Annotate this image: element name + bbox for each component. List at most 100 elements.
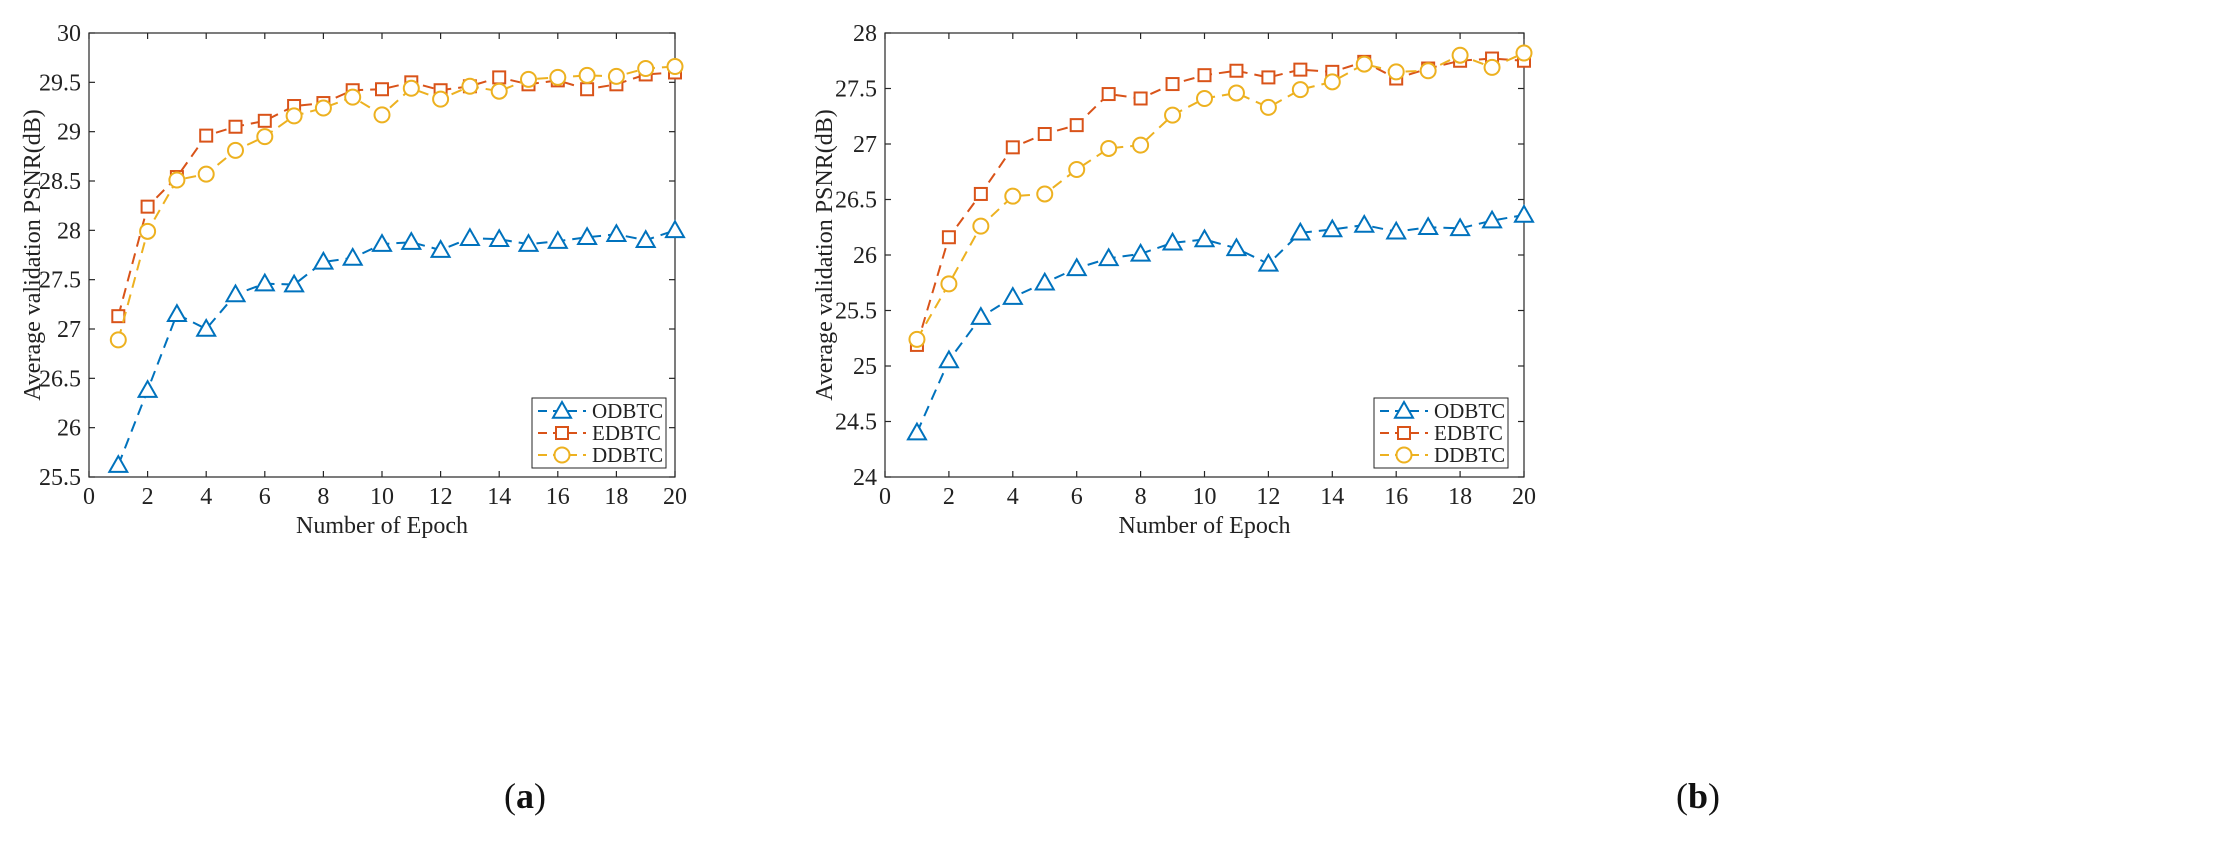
y-tick-label: 26.5 — [835, 188, 877, 214]
data-point-ddbtc — [1419, 62, 1437, 80]
data-point-edbtc — [1197, 68, 1212, 83]
y-tick-label: 28 — [853, 21, 877, 47]
data-point-edbtc — [228, 119, 243, 134]
data-point-edbtc — [257, 113, 272, 128]
x-tick-label: 16 — [546, 484, 570, 510]
data-point-ddbtc — [666, 58, 684, 76]
data-point-edbtc — [1069, 118, 1084, 133]
x-tick-label: 2 — [943, 484, 955, 510]
data-point-odbtc — [1321, 218, 1344, 238]
y-tick-label: 29.5 — [39, 70, 81, 96]
data-point-edbtc — [1101, 87, 1116, 102]
series-line-edbtc — [915, 57, 1525, 346]
x-tick-label: 8 — [1135, 484, 1147, 510]
data-point-odbtc — [400, 231, 423, 250]
data-point-odbtc — [576, 226, 598, 245]
y-tick-label: 26 — [57, 416, 81, 442]
data-point-ddbtc — [1515, 44, 1533, 62]
data-point-ddbtc — [344, 88, 362, 106]
x-tick-label: 16 — [1384, 484, 1408, 510]
chart-b: 0 2 4 6 8 10 12 14 16 18 202424.52525.52626.52727.… — [812, 21, 1536, 539]
data-point-odbtc — [517, 233, 540, 252]
data-point-edbtc — [492, 70, 507, 85]
legend-marker-odbtc — [551, 399, 573, 419]
y-tick-label: 25.5 — [835, 299, 877, 325]
data-point-ddbtc — [109, 331, 127, 349]
data-point-ddbtc — [520, 70, 537, 88]
data-point-ddbtc — [256, 128, 274, 146]
data-point-ddbtc — [549, 68, 567, 86]
data-point-odbtc — [371, 233, 393, 252]
x-tick-label: 4 — [1007, 484, 1019, 510]
y-tick-label: 26.5 — [39, 366, 81, 392]
y-tick-label: 24 — [853, 465, 877, 491]
data-point-ddbtc — [972, 217, 990, 235]
data-point-odbtc — [341, 246, 364, 266]
x-tick-label: 6 — [259, 484, 271, 510]
data-point-odbtc — [254, 272, 276, 292]
y-tick-label: 28 — [57, 218, 81, 244]
data-point-odbtc — [166, 303, 188, 322]
legend-label-edbtc: EDBTC — [1434, 421, 1503, 445]
x-tick-label: 20 — [1512, 484, 1536, 510]
data-point-edbtc — [941, 230, 956, 245]
data-point-odbtc — [1385, 220, 1407, 240]
data-point-odbtc — [547, 230, 569, 249]
data-point-edbtc — [111, 309, 126, 324]
y-tick-label: 28.5 — [39, 169, 81, 195]
x-tick-label: 18 — [1448, 484, 1472, 510]
x-axis-title: Number of Epoch — [1119, 513, 1291, 539]
data-point-odbtc — [605, 223, 628, 243]
data-point-ddbtc — [1004, 187, 1022, 205]
y-tick-label: 27.5 — [835, 77, 877, 103]
series-line-odbtc — [916, 214, 1525, 434]
y-tick-label: 29 — [57, 120, 81, 146]
data-point-odbtc — [1225, 237, 1248, 257]
x-tick-label: 20 — [663, 484, 687, 510]
x-tick-label: 14 — [487, 484, 511, 510]
y-axis-title: Average validation PSNR(dB) — [812, 109, 838, 401]
x-tick-label: 10 — [1193, 484, 1217, 510]
x-tick-label: 4 — [200, 484, 212, 510]
x-axis-title: Number of Epoch — [296, 513, 468, 539]
data-point-edbtc — [375, 82, 389, 97]
legend-marker-ddbtc — [1395, 446, 1413, 464]
data-point-ddbtc — [1259, 98, 1277, 116]
data-point-ddbtc — [432, 90, 450, 108]
data-point-odbtc — [634, 229, 657, 248]
legend-label-odbtc: ODBTC — [1434, 399, 1505, 423]
data-point-odbtc — [1481, 209, 1503, 229]
data-point-ddbtc — [139, 222, 157, 240]
data-point-odbtc — [1193, 228, 1216, 248]
data-point-odbtc — [1289, 221, 1312, 241]
data-point-edbtc — [1293, 62, 1308, 77]
x-tick-label: 14 — [1320, 484, 1344, 510]
caption-b-letter: b — [1688, 776, 1708, 816]
data-point-ddbtc — [578, 66, 596, 84]
data-point-odbtc — [1513, 204, 1535, 223]
data-point-odbtc — [1417, 216, 1439, 235]
data-point-ddbtc — [402, 79, 420, 97]
data-point-edbtc — [140, 199, 155, 214]
legend-label-ddbtc: DDBTC — [592, 443, 663, 467]
y-tick-label: 27.5 — [39, 268, 81, 294]
data-point-ddbtc — [1132, 136, 1150, 154]
data-point-ddbtc — [1036, 185, 1054, 203]
caption-a-letter: a — [516, 776, 534, 816]
data-point-ddbtc — [1164, 106, 1182, 124]
data-point-ddbtc — [168, 171, 186, 189]
data-point-ddbtc — [908, 330, 926, 348]
chart-a: 0 2 4 6 8 10 12 14 16 18 20 25.5 26 26.5 27 27.5 28 28.5 2… — [20, 21, 687, 539]
data-point-ddbtc — [1196, 89, 1213, 107]
y-tick-label: 27 — [57, 317, 81, 343]
data-point-odbtc — [1353, 214, 1375, 233]
legend-marker-ddbtc — [553, 446, 571, 464]
data-point-ddbtc — [1100, 139, 1118, 157]
legend-label-edbtc: EDBTC — [592, 421, 661, 445]
data-point-odbtc — [1449, 217, 1471, 237]
data-point-ddbtc — [607, 67, 625, 85]
legend-marker-odbtc — [1393, 399, 1415, 419]
x-tick-label: 6 — [1071, 484, 1083, 510]
data-point-odbtc — [312, 250, 335, 270]
